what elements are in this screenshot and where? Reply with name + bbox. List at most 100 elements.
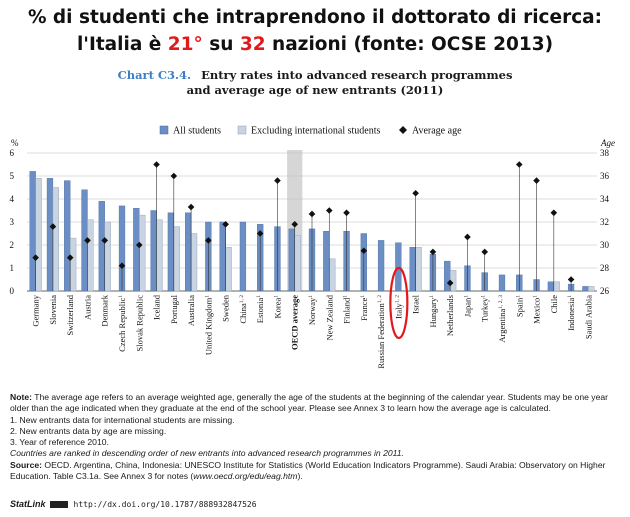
y-axis-right-label: Age <box>600 138 615 148</box>
bar-excluding-international <box>225 247 232 292</box>
chart-caption-line1: Chart C3.4. Entry rates into advanced res… <box>0 68 630 83</box>
bar-all-students <box>185 212 192 292</box>
average-age-marker <box>66 254 74 261</box>
category-label: Turkey1 <box>480 295 490 322</box>
bar-all-students <box>288 228 295 292</box>
category-name: Argentina1, 2, 3 <box>497 295 507 343</box>
italy-highlight-ring <box>389 266 409 340</box>
y-tick-label-right: 36 <box>600 171 610 181</box>
chart-title-line1: Entry rates into advanced research progr… <box>201 68 513 82</box>
average-age-marker <box>170 172 178 180</box>
legend-swatch-excluding-international <box>237 125 247 135</box>
category-name: Slovak Republic <box>134 295 144 352</box>
category-label: Sweden <box>221 294 231 322</box>
bar-excluding-international <box>553 281 560 292</box>
category-name: China1, 2 <box>238 295 248 324</box>
average-age-marker <box>446 279 454 287</box>
bar-all-students <box>98 201 105 292</box>
category-name: Israel <box>411 294 421 314</box>
category-name: Italy1, 2 <box>393 295 403 319</box>
category-label: Indonesia1 <box>566 295 576 331</box>
category-name: Norway1 <box>307 295 317 325</box>
source-url[interactable]: www.oecd.org/edu/eag.htm <box>193 471 298 482</box>
category-label: Denmark <box>100 294 110 326</box>
category-name: Chile <box>549 295 559 314</box>
category-name: Sweden <box>221 294 231 322</box>
category-footnote-mark: 1 <box>429 295 435 298</box>
category-footnote-mark: 1 <box>567 295 573 298</box>
bar-all-students <box>64 180 71 292</box>
average-age-marker <box>343 209 350 217</box>
average-age-marker <box>515 161 523 168</box>
average-age-marker <box>84 237 91 244</box>
category-footnote-mark: 1, 2 <box>394 295 400 304</box>
source-paragraph: Source: OECD. Argentina, China, Indonesi… <box>10 460 624 483</box>
footnote-1: 1. New entrants data for international s… <box>10 414 235 425</box>
bar-excluding-international <box>415 247 422 292</box>
bar-all-students <box>547 281 555 292</box>
category-name: Finland1 <box>342 295 352 324</box>
category-footnote-mark: 1 <box>481 295 487 298</box>
bar-excluding-international <box>588 286 595 292</box>
category-label: Japan1 <box>462 295 472 317</box>
bar-excluding-international <box>156 219 163 292</box>
footnote-3: 3. Year of reference 2010. <box>10 437 109 448</box>
headline-line2-a: l'Italia è <box>76 34 168 55</box>
bar-all-students <box>498 274 506 292</box>
bar-excluding-international <box>69 237 77 292</box>
source-text-a: OECD. Argentina, China, Indonesia: UNESC… <box>10 459 606 482</box>
category-footnote-mark: 1 <box>118 295 124 298</box>
headline-line2-b: su <box>202 34 240 55</box>
category-name: Germany <box>31 294 41 326</box>
category-name: Switzerland <box>65 294 75 335</box>
category-footnote-mark: 1, 2 <box>239 295 245 304</box>
category-name: OECD average <box>290 295 300 350</box>
chart: All students Excluding international stud… <box>10 125 616 369</box>
average-age-marker <box>325 207 333 214</box>
headline-line2: l'Italia è 21° su 32 nazioni (fonte: OCS… <box>0 31 630 58</box>
average-age-marker <box>308 210 316 218</box>
ranking-note: Countries are ranked in descending order… <box>10 448 404 459</box>
category-name: Slovenia <box>48 295 58 325</box>
headline-line1: % di studenti che intraprendono il dotto… <box>27 7 603 28</box>
average-age-marker <box>153 161 160 168</box>
category-footnote-mark: 1 <box>360 295 366 298</box>
y-tick-label-left: 4 <box>10 194 15 204</box>
category-footnote-mark: 1 <box>463 295 469 298</box>
statlink: StatLink http://dx.doi.org/10.1787/888932… <box>10 499 257 509</box>
category-label: Mexico1 <box>532 295 542 324</box>
average-age-marker <box>135 241 143 249</box>
category-label: France1 <box>359 295 369 321</box>
category-name: Netherlands <box>445 295 455 336</box>
category-label: United Kingdom1 <box>203 295 213 355</box>
category-label: Spain1 <box>514 295 524 317</box>
bar-all-students <box>395 242 402 292</box>
headline-total: 32 <box>239 34 266 55</box>
category-name: Mexico1 <box>532 295 542 324</box>
average-age-marker <box>464 233 471 241</box>
legend-marker-average-age <box>399 126 407 134</box>
category-label: Netherlands <box>445 295 455 336</box>
statlink-url[interactable]: http://dx.doi.org/10.1787/888932847526 <box>73 500 257 509</box>
bar-all-students <box>29 171 36 292</box>
headline-rank: 21° <box>167 34 203 55</box>
average-age-marker <box>533 177 540 184</box>
category-name: France1 <box>359 295 369 321</box>
category-label: Estonia1 <box>255 295 265 324</box>
average-age-marker <box>256 230 264 237</box>
y-tick-label-right: 32 <box>600 217 609 227</box>
chart-caption: Chart C3.4. Entry rates into advanced res… <box>0 68 630 98</box>
bar-all-students <box>377 240 385 292</box>
bar-excluding-international <box>294 235 301 292</box>
category-label: Israel <box>411 294 421 314</box>
bar-excluding-international <box>35 178 42 292</box>
average-age-marker <box>550 209 558 217</box>
category-name: Czech Republic1 <box>117 295 127 352</box>
bar-excluding-international <box>173 226 180 292</box>
category-label: OECD average <box>290 295 300 350</box>
y-tick-label-right: 26 <box>600 286 610 296</box>
category-name: Saudi Arabia <box>583 295 593 339</box>
headline-line2-c: nazioni (fonte: OCSE 2013) <box>265 34 554 55</box>
category-footnote-mark: 1, 2 <box>377 295 383 304</box>
average-age-marker <box>205 237 212 244</box>
